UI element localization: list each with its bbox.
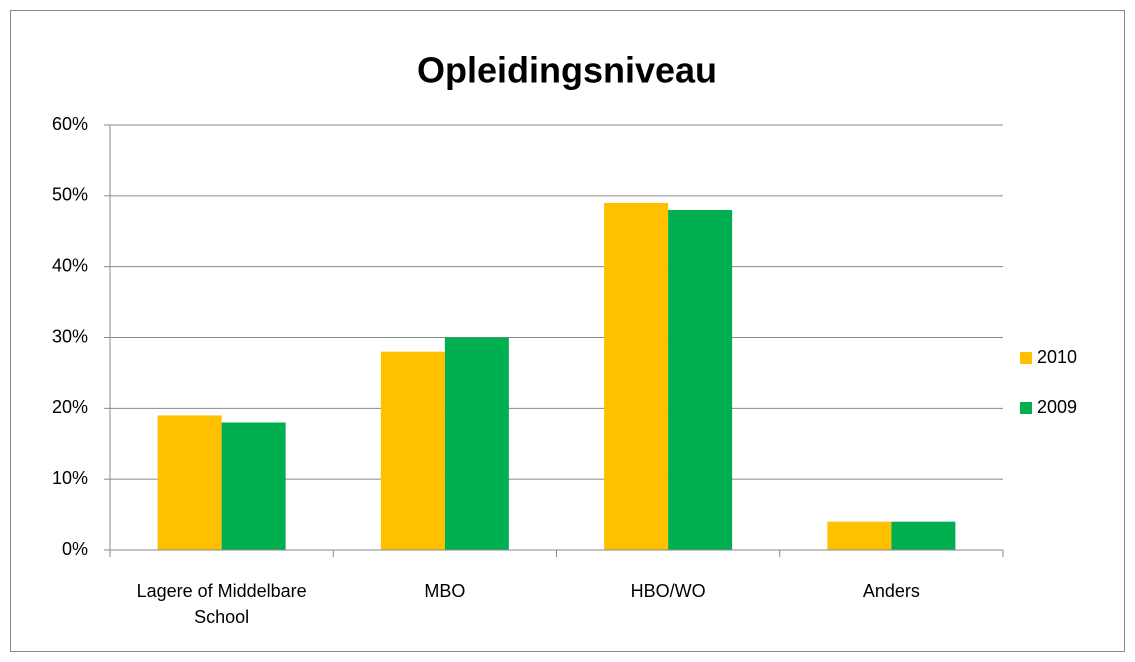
bar (891, 521, 956, 550)
x-tick-label: Anders (862, 581, 920, 601)
y-tick-label: 40% (52, 255, 88, 275)
bar (668, 210, 733, 550)
x-tick-label: MBO (424, 581, 466, 601)
bar (157, 415, 222, 550)
bar (221, 422, 286, 550)
y-tick-label: 10% (52, 468, 88, 488)
y-tick-label: 0% (62, 539, 88, 559)
y-tick-label: 60% (52, 114, 88, 134)
legend-label: 2010 (1037, 347, 1077, 367)
legend-swatch (1020, 352, 1032, 364)
chart-title: Opleidingsniveau (417, 50, 717, 91)
legend-label: 2009 (1037, 397, 1077, 417)
x-tick-label: HBO/WO (630, 581, 706, 601)
y-tick-label: 30% (52, 326, 88, 346)
bar (444, 337, 509, 550)
bar (604, 202, 669, 550)
x-tick-label: Lagere of Middelbare School (136, 581, 307, 627)
y-tick-label: 20% (52, 397, 88, 417)
bar (380, 351, 445, 550)
chart-border (10, 10, 1125, 652)
bar (827, 521, 892, 550)
legend-swatch (1020, 402, 1032, 414)
y-tick-label: 50% (52, 185, 88, 205)
